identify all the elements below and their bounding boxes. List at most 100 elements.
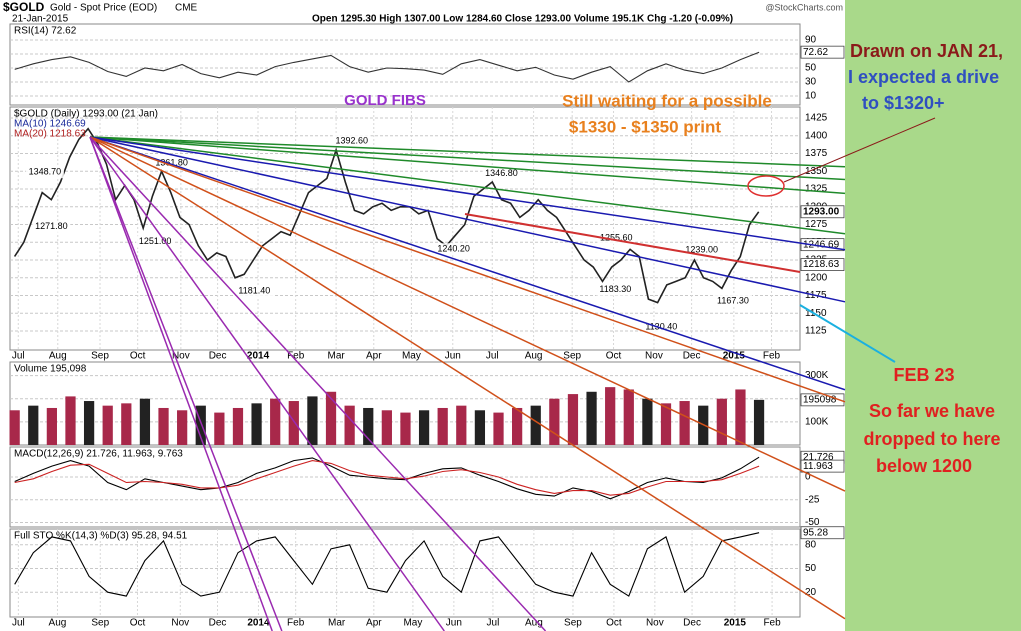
y-tick-label: 80	[805, 539, 817, 550]
y-tick-label: 90	[805, 35, 817, 46]
legend-entry: Volume 195,098	[14, 364, 87, 375]
x-tick-label: Feb	[763, 618, 781, 629]
annotation: I expected a drive	[848, 67, 999, 87]
bar	[195, 405, 206, 445]
last-value-box	[800, 526, 845, 540]
fan-line	[89, 136, 283, 631]
x-tick-label: Aug	[49, 351, 67, 362]
point-label-box	[713, 295, 752, 308]
x-tick-label: Dec	[209, 351, 227, 362]
x-tick-label: Jun	[445, 351, 461, 362]
x-tick-label: Mar	[327, 351, 345, 362]
pointer-line	[783, 117, 936, 183]
quote: Open 1295.30 High 1307.00 Low 1284.60 Cl…	[312, 14, 733, 25]
x-tick-label: Nov	[171, 618, 189, 629]
x-tick-label: Nov	[645, 351, 663, 362]
point-label-box	[136, 235, 175, 248]
bar	[121, 403, 132, 445]
x-tick-label: Feb	[763, 351, 781, 362]
bar	[474, 410, 486, 445]
fan-line	[89, 136, 445, 631]
point-label-box	[25, 166, 64, 179]
y-tick-label: 20	[805, 587, 817, 598]
x-tick-label: 2015	[724, 618, 747, 629]
bar	[46, 407, 57, 445]
bar	[9, 410, 20, 445]
point-label: 1348.70	[29, 167, 62, 177]
x-tick-label: Nov	[172, 351, 190, 362]
point-label-box	[434, 243, 473, 256]
fan-line	[89, 136, 846, 403]
last-value-label: 195098	[803, 394, 837, 405]
bar	[325, 391, 337, 445]
bar	[753, 399, 765, 445]
x-tick-label: Sep	[564, 618, 582, 629]
bar	[344, 405, 355, 445]
x-tick-label: Oct	[606, 351, 622, 362]
annotation: Still waiting for a possible	[562, 91, 772, 110]
point-label-box	[642, 321, 681, 334]
series-line	[14, 532, 760, 597]
series-line	[13, 127, 760, 304]
x-tick-label: Jun	[446, 618, 462, 629]
fan-line	[89, 136, 846, 235]
fan-line	[89, 136, 846, 195]
x-tick-label: Mar	[328, 618, 346, 629]
x-tick-label: 2014	[247, 351, 270, 362]
x-tick-label: Oct	[130, 351, 146, 362]
symbol: $GOLD	[3, 0, 45, 14]
last-value-label: 72.62	[803, 47, 828, 58]
x-tick-label: Aug	[525, 351, 543, 362]
x-tick-label: Sep	[563, 351, 581, 362]
bar	[735, 389, 746, 445]
bar	[418, 410, 430, 445]
x-tick-label: Oct	[130, 618, 146, 629]
point-label-box	[152, 156, 191, 169]
point-label-box	[682, 244, 721, 257]
bar	[139, 398, 151, 445]
target-ellipse	[747, 175, 785, 197]
point-label: 1346.80	[485, 168, 518, 178]
last-value-label: 1293.00	[803, 206, 840, 217]
last-value-box	[800, 459, 845, 473]
y-tick-label: 1275	[805, 219, 828, 230]
x-tick-label: May	[403, 618, 422, 629]
legend-entry: Full STO %K(14,3) %D(3) 95.28, 94.51	[14, 531, 188, 542]
bar	[642, 398, 653, 445]
fan-line	[89, 136, 846, 168]
legend-entry: $GOLD (Daily) 1293.00 (21 Jan)	[14, 109, 158, 120]
series-line	[14, 456, 760, 500]
point-label: 1239.00	[685, 244, 718, 254]
x-tick-label: Jul	[12, 351, 25, 362]
x-tick-label: Aug	[49, 618, 67, 629]
y-tick-label: 300K	[805, 370, 829, 381]
bar	[716, 398, 727, 445]
bar	[232, 407, 244, 445]
x-tick-label: Jul	[486, 351, 499, 362]
bar	[307, 396, 318, 445]
bar	[586, 391, 597, 445]
fan-line	[89, 136, 846, 492]
bar	[381, 410, 392, 445]
bar	[567, 394, 579, 445]
bar	[65, 396, 76, 445]
y-tick-label: 100K	[805, 416, 829, 427]
bar	[456, 405, 467, 445]
last-value-label: 95.28	[803, 527, 828, 538]
last-value-label: 21.726	[803, 452, 834, 463]
point-label-box	[235, 285, 274, 298]
point-label-box	[32, 220, 71, 233]
annotation: dropped to here	[863, 429, 1000, 449]
x-tick-label: Apr	[366, 351, 382, 362]
y-tick-label: 50	[805, 63, 817, 74]
panel-frame	[9, 106, 801, 351]
instrument-name: Gold - Spot Price (EOD)	[50, 3, 157, 14]
y-tick-label: -25	[805, 494, 820, 505]
pointer-line	[799, 304, 896, 363]
bar	[437, 407, 448, 445]
x-tick-label: Feb	[287, 618, 305, 629]
point-label: 1251.00	[139, 236, 172, 246]
point-label-box	[332, 135, 371, 148]
point-label: 1240.20	[437, 244, 470, 254]
bar	[363, 407, 374, 445]
